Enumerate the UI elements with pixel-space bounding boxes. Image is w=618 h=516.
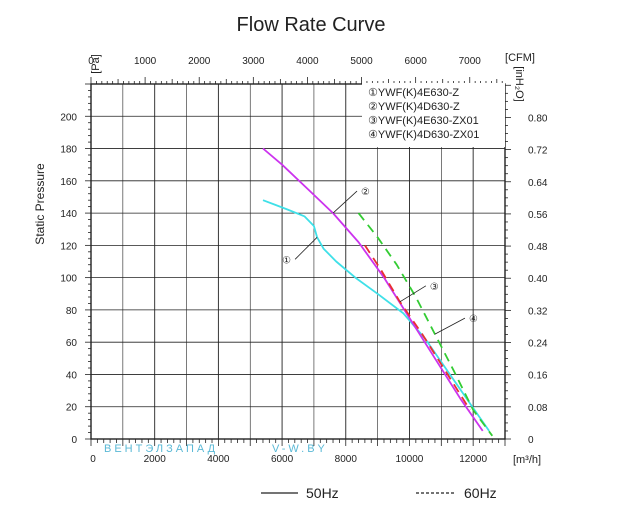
y-tick-label: 20 xyxy=(66,403,78,414)
dashed-line-label: 60Hz xyxy=(464,485,497,501)
solid-line-label: 50Hz xyxy=(306,485,339,501)
x-tick-label: 6000 xyxy=(271,454,294,465)
legend-entry-4: ④YWF(K)4D630-ZX01 xyxy=(368,129,479,141)
legend-entry-1: ①YWF(K)4E630-Z xyxy=(368,87,459,99)
legend-background xyxy=(362,83,505,147)
y-right-tick-label: 0.72 xyxy=(528,146,548,157)
watermark-right: V-W.BY xyxy=(272,443,328,455)
series-lines xyxy=(262,147,494,437)
marker-leader-1 xyxy=(294,237,318,260)
y-tick-label: 100 xyxy=(60,274,77,285)
marker-label-1: ① xyxy=(282,255,291,266)
x-top-tick-label: 3000 xyxy=(242,56,265,67)
legend-entry-2: ②YWF(K)4D630-Z xyxy=(368,101,460,113)
y-right-tick-label: 0.16 xyxy=(528,371,548,382)
x-top-tick-label: 2000 xyxy=(188,56,211,67)
footer-legend: 50Hz 60Hz xyxy=(261,485,497,501)
marker-label-4: ④ xyxy=(469,314,478,325)
y-right-tick-label: 0.24 xyxy=(528,339,548,350)
y-tick-label: 160 xyxy=(60,177,77,188)
y-tick-label: 140 xyxy=(60,209,77,220)
marker-label-3: ③ xyxy=(430,282,439,293)
y-right-tick-label: 0.80 xyxy=(528,113,548,124)
y-tick-label: 0 xyxy=(71,435,77,446)
y-right-tick-label: 0 xyxy=(528,435,534,446)
y-tick-label: 80 xyxy=(66,306,78,317)
x-tick-label: 2000 xyxy=(144,454,167,465)
y-right-tick-label: 0.48 xyxy=(528,242,548,253)
marker-leader-3 xyxy=(399,285,427,303)
x-top-tick-label: 7000 xyxy=(459,56,482,67)
marker-leader-2 xyxy=(332,190,358,214)
x-tick-label: 12000 xyxy=(459,454,487,465)
legend: ①YWF(K)4E630-Z ②YWF(K)4D630-Z ③YWF(K)4E6… xyxy=(362,83,505,147)
plot-frame xyxy=(90,83,506,440)
x-unit-label: [m³/h] xyxy=(513,454,541,466)
y-tick-label: 60 xyxy=(66,338,78,349)
y-tick-label: 40 xyxy=(66,370,78,381)
series-line-4 xyxy=(357,212,494,437)
x-tick-label: 8000 xyxy=(335,454,358,465)
x-top-tick-label: 6000 xyxy=(405,56,428,67)
y-right-tick-label: 0.08 xyxy=(528,403,548,414)
y-axis-title: Static Pressure xyxy=(33,163,47,245)
series-line-1 xyxy=(262,199,490,432)
x-top-unit-label: [CFM] xyxy=(505,52,535,64)
x-top-tick-label: 1000 xyxy=(134,56,157,67)
chart-title: Flow Rate Curve xyxy=(237,14,386,36)
x-top-tick-label: 4000 xyxy=(296,56,319,67)
x-top-tick-label: 0 xyxy=(88,56,94,67)
y-right-tick-label: 0.64 xyxy=(528,178,548,189)
x-top-tick-label: 5000 xyxy=(350,56,373,67)
y-unit-label: [Pa] xyxy=(90,54,102,74)
x-tick-label: 4000 xyxy=(207,454,230,465)
series-markers: ① ② ③ ④ xyxy=(282,187,478,335)
series-line-2 xyxy=(262,147,484,432)
y-right-tick-label: 0.56 xyxy=(528,210,548,221)
y-tick-label: 180 xyxy=(60,145,77,156)
y-right-unit-label: [inH₂O] xyxy=(513,66,525,101)
y-tick-label: 120 xyxy=(60,241,77,252)
marker-label-2: ② xyxy=(361,187,370,198)
legend-entry-3: ③YWF(K)4E630-ZX01 xyxy=(368,115,479,127)
watermark-left: ВЕНТЭЛЗАПАД xyxy=(104,443,218,455)
x-tick-label: 10000 xyxy=(396,454,424,465)
series-line-3 xyxy=(364,244,471,411)
y-right-tick-label: 0.32 xyxy=(528,306,548,317)
x-tick-label: 0 xyxy=(90,454,96,465)
y-right-tick-label: 0.40 xyxy=(528,274,548,285)
marker-leader-4 xyxy=(434,317,466,335)
y-tick-label: 200 xyxy=(60,112,77,123)
